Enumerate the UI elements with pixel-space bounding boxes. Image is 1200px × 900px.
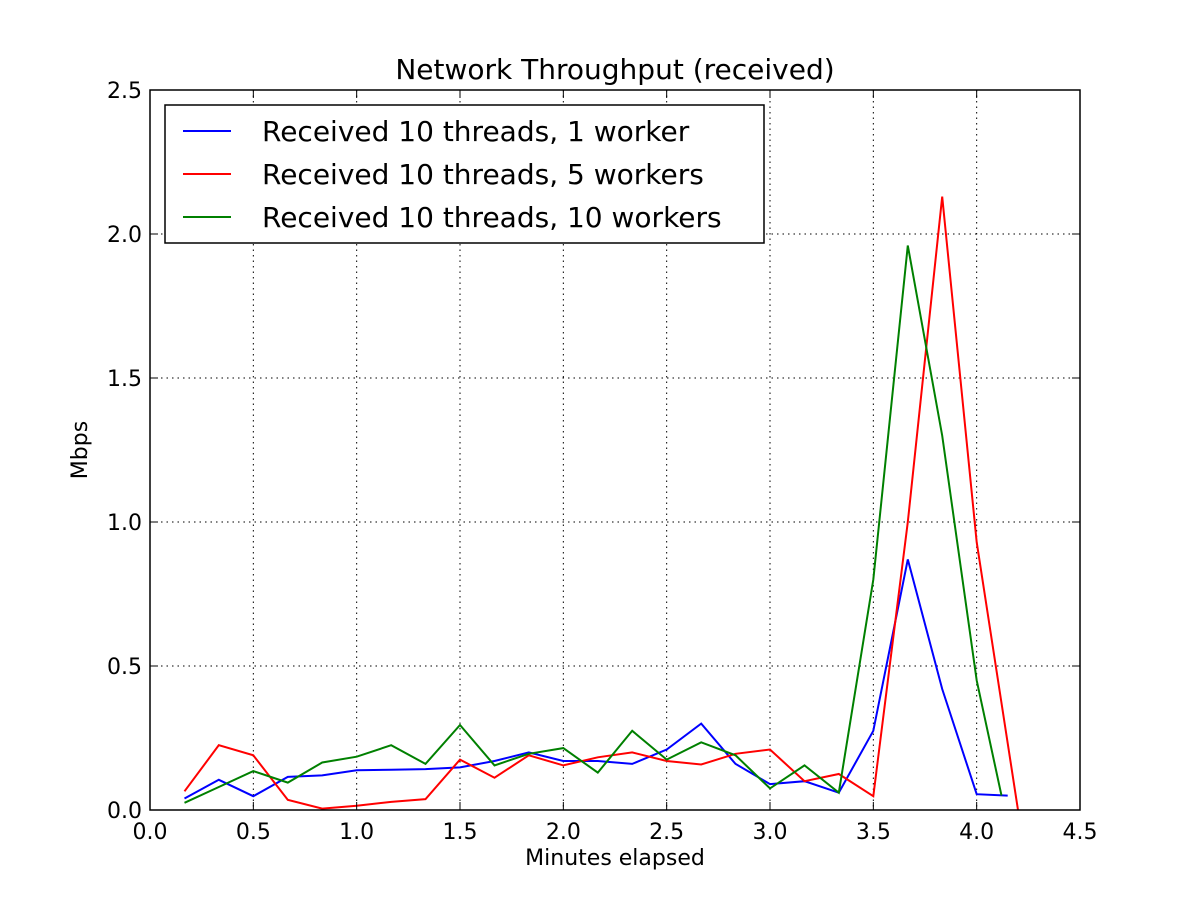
y-tick-label: 0.0 — [107, 799, 142, 824]
y-axis-label: Mbps — [68, 421, 93, 479]
plot-frame — [149, 89, 1081, 811]
legend-label-3: Received 10 threads, 10 workers — [262, 201, 722, 234]
x-tick-label: 0.5 — [236, 820, 271, 845]
x-tick-label: 3.5 — [856, 820, 891, 845]
y-tick-label: 2.0 — [107, 223, 142, 248]
y-tick-labels: 0.0 0.5 1.0 1.5 2.0 2.5 — [107, 79, 142, 824]
legend-label-2: Received 10 threads, 5 workers — [262, 158, 704, 191]
y-tick-label: 0.5 — [107, 655, 142, 680]
x-tick-labels: 0.0 0.5 1.0 1.5 2.0 2.5 3.0 3.5 4.0 4.5 — [133, 820, 1098, 845]
series-line-3 — [184, 245, 1003, 804]
x-tick-label: 1.5 — [443, 820, 478, 845]
x-tick-label: 2.5 — [649, 820, 684, 845]
y-tick-label: 1.0 — [107, 511, 142, 536]
legend-entries: Received 10 threads, 1 worker Received 10… — [183, 115, 722, 234]
x-tick-label: 0.0 — [133, 820, 168, 845]
series-line-1 — [184, 559, 1008, 800]
legend-box — [164, 104, 765, 244]
legend: Received 10 threads, 1 worker Received 10… — [164, 104, 765, 244]
series-lines — [183, 196, 1019, 811]
chart-title: Network Throughput (received) — [395, 53, 834, 86]
y-tick-label: 2.5 — [107, 79, 142, 104]
x-tick-label: 1.0 — [339, 820, 374, 845]
y-tick-label: 1.5 — [107, 367, 142, 392]
legend-label-1: Received 10 threads, 1 worker — [262, 115, 690, 148]
x-tick-label: 3.0 — [753, 820, 788, 845]
x-axis-label: Minutes elapsed — [525, 846, 705, 871]
series-line-2 — [183, 196, 1019, 811]
x-tick-label: 2.0 — [546, 820, 581, 845]
x-tick-label: 4.5 — [1063, 820, 1098, 845]
x-tick-label: 4.0 — [959, 820, 994, 845]
